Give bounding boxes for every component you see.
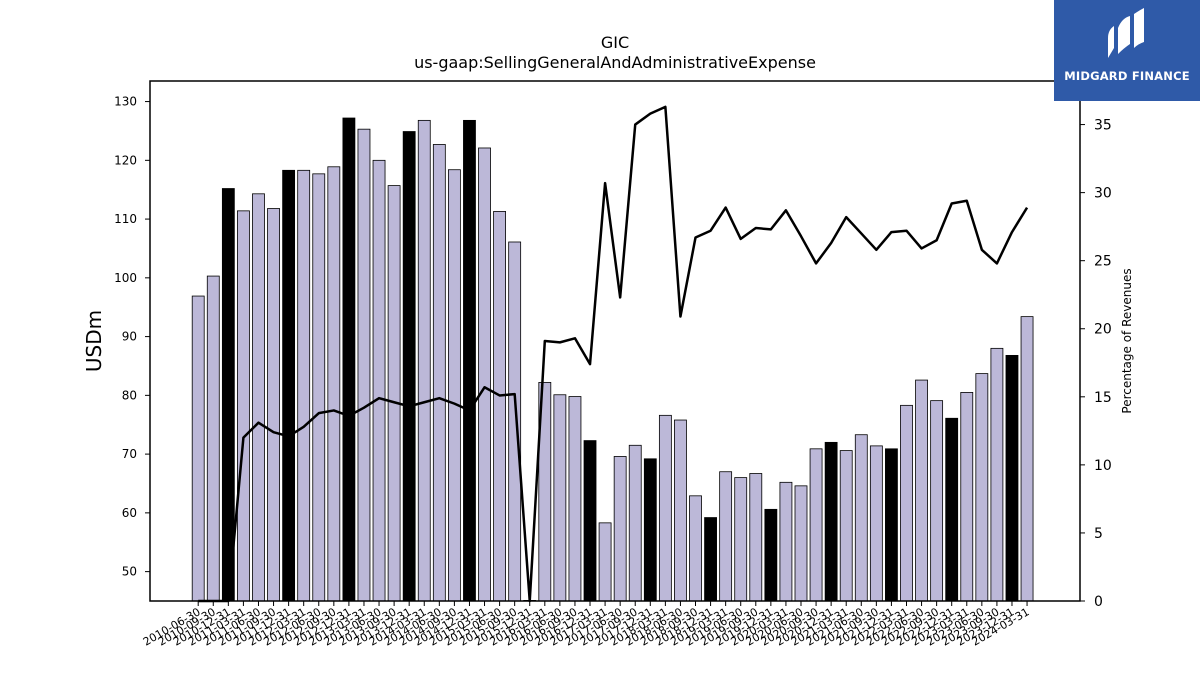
bar-2013-09-30 [387,185,401,602]
line-group [198,105,1029,603]
bar-2016-12-31 [583,440,597,602]
bar-2020-03-31 [779,481,793,602]
bar-2021-03-31 [839,450,853,602]
bar-2013-03-31 [357,128,371,602]
bar-2019-03-31 [719,471,733,602]
bar-2023-06-30 [975,373,989,602]
bar-2012-12-31 [342,117,356,602]
y-axis-label: USDm [82,310,106,372]
bar-2019-09-30 [749,473,763,602]
bar-2015-09-30 [508,241,522,602]
bar-2021-06-30 [854,434,868,602]
bar-2013-12-31 [402,131,416,602]
y-tick-label: 120 [114,153,137,167]
y-tick-label: 90 [122,330,137,344]
bar-2016-06-30 [553,394,567,602]
bar-2017-03-31 [598,522,612,602]
y-tick-label: 50 [122,565,137,579]
y-right-tick-label: 5 [1094,526,1103,542]
y-tick-label: 80 [122,388,137,402]
bar-2018-03-31 [658,414,672,602]
bar-2012-09-30 [327,166,341,602]
bar-2023-09-30 [990,347,1004,602]
bars-group [191,117,1034,602]
brand-logo: MIDGARD FINANCE [1054,0,1200,101]
bar-2016-09-30 [568,396,582,602]
y-right-tick-label: 30 [1094,186,1112,202]
bar-2023-03-31 [960,392,974,602]
bar-2014-12-31 [463,119,476,602]
y-tick-label: 60 [122,506,137,520]
y-tick-label: 130 [114,95,137,109]
bar-2012-03-31 [297,169,311,602]
percentage-line [198,105,1029,603]
y-right-tick-label: 15 [1094,390,1112,406]
bar-2022-03-31 [900,404,913,602]
bar-2010-12-31 [221,188,235,602]
logo-mark-icon [1108,8,1144,58]
bar-2010-06-30 [191,295,205,602]
bar-2012-06-30 [312,173,326,602]
y-right-tick-label: 10 [1094,458,1112,474]
bar-2022-12-31 [945,417,959,602]
bar-2015-03-31 [478,147,491,602]
bar-2019-06-30 [734,477,748,602]
bar-2011-12-31 [282,169,296,602]
bar-2019-12-31 [764,508,778,602]
logo-text: MIDGARD FINANCE [1064,69,1190,83]
bar-2023-12-31 [1005,354,1019,602]
bar-2017-06-30 [613,456,627,602]
bar-2010-09-30 [206,275,220,602]
y-right-tick-label: 0 [1094,594,1103,610]
bar-2020-12-31 [824,441,838,602]
bar-2022-09-30 [930,400,944,602]
y-tick-label: 70 [122,447,137,461]
bar-2011-06-30 [252,193,265,602]
bar-2014-06-30 [432,144,446,602]
y-tick-label: 100 [114,271,137,285]
left-axis: 50 60 70 80 90 100 110 120 130 [114,95,150,579]
y-right-tick-label: 20 [1094,322,1112,338]
bar-2018-12-31 [704,517,717,602]
x-axis: 2010-06-302010-09-302010-12-312011-03-31… [141,601,1032,649]
bar-2011-09-30 [267,208,280,602]
bar-2017-12-31 [643,458,657,602]
y-right-tick-label: 35 [1094,118,1112,134]
y-right-tick-label: 25 [1094,254,1112,270]
plot-frame [149,80,1081,602]
right-axis: 0 5 10 15 20 25 30 35 [1080,118,1112,610]
y-tick-label: 110 [114,212,137,226]
bar-2011-03-31 [237,210,250,602]
bar-2013-06-30 [372,159,386,602]
bar-2015-06-30 [493,211,507,602]
bar-2022-06-30 [915,379,928,602]
chart-subtitle: us-gaap:SellingGeneralAndAdministrativeE… [414,53,816,72]
bar-2018-09-30 [689,495,702,602]
bar-2021-12-31 [885,448,898,602]
bar-2014-09-30 [447,169,461,602]
bar-2024-03-31 [1020,316,1034,602]
bar-2018-06-30 [674,419,687,602]
bar-2021-09-30 [869,445,883,602]
bar-2014-03-31 [417,119,431,602]
bar-2020-09-30 [809,448,823,602]
chart-title: GIC [601,33,629,52]
y-axis-right-label: Percentage of Revenues [1120,268,1134,413]
bar-2017-09-30 [628,444,642,602]
bar-2020-06-30 [794,485,808,602]
